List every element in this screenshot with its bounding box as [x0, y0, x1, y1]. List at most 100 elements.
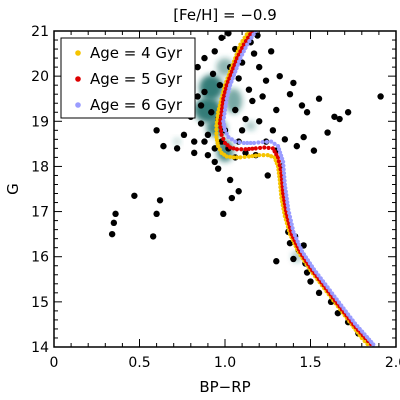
isochrone-point	[221, 96, 226, 101]
isochrone-point	[346, 312, 351, 317]
star-point	[267, 48, 275, 55]
isochrone-point	[233, 59, 238, 64]
star-point	[300, 133, 307, 141]
isochrone-point	[253, 146, 258, 151]
star-point	[256, 63, 263, 71]
density-clump	[173, 137, 181, 146]
isochrone-point	[348, 315, 353, 320]
isochrone-series	[221, 31, 376, 347]
star-point	[276, 72, 283, 80]
isochrone-point	[277, 163, 282, 168]
isochrone-point	[224, 96, 229, 101]
isochrone-point	[289, 222, 294, 227]
isochrone-point	[239, 147, 244, 152]
isochrone-point	[229, 69, 234, 74]
star-point	[269, 127, 277, 134]
star-point	[242, 115, 249, 123]
isochrone-point	[288, 218, 293, 223]
star-point	[220, 210, 227, 218]
star-point	[256, 118, 263, 125]
isochrone-point	[323, 282, 328, 287]
star-point	[315, 95, 323, 102]
isochrone-point	[227, 86, 232, 91]
star-point	[153, 127, 160, 134]
star-point	[160, 142, 167, 150]
isochrone-point	[332, 294, 337, 299]
isochrone-point	[246, 146, 252, 152]
star-point	[250, 50, 258, 57]
star-point	[298, 102, 306, 109]
star-point	[336, 115, 343, 123]
isochrone-point	[237, 140, 242, 145]
isochrone-point	[225, 93, 230, 98]
isochrone-point	[309, 264, 315, 269]
star-point	[238, 127, 246, 134]
isochrone-point	[220, 100, 225, 105]
isochrone-point	[278, 153, 284, 158]
isochrone-point	[299, 249, 305, 254]
isochrone-point	[235, 62, 240, 67]
y-axis: 14 15 16 17 18 19 20 21	[31, 24, 396, 356]
isochrone-point	[261, 153, 266, 158]
isochrone-point	[237, 45, 242, 51]
y-tick-label: 14	[31, 340, 49, 356]
isochrone-point	[282, 182, 287, 187]
chart-title: [Fe/H] = −0.9	[173, 6, 277, 24]
isochrone-point	[245, 42, 250, 47]
x-tick-label: 2.0	[385, 355, 400, 371]
star-point	[110, 219, 118, 227]
star-point	[173, 145, 181, 152]
isochrone-point	[256, 140, 261, 145]
x-tick-label: 0.5	[128, 355, 150, 371]
star-point	[344, 109, 352, 116]
star-point	[191, 138, 198, 145]
isochrone-point	[286, 207, 291, 212]
star-point	[180, 131, 188, 139]
star-point	[149, 233, 157, 240]
isochrones-layer	[214, 31, 376, 347]
isochrone-point	[222, 89, 228, 95]
isochrone-point	[222, 111, 227, 116]
star-point	[307, 278, 314, 285]
isochrone-point	[357, 326, 362, 332]
isochrone-point	[287, 210, 292, 216]
isochrone-point	[222, 128, 228, 133]
isochrone-point	[336, 300, 342, 305]
isochrone-point	[327, 288, 332, 293]
isochrone-point	[215, 113, 220, 118]
isochrone-point	[285, 200, 290, 205]
isochrone-point	[231, 146, 236, 151]
star-point	[191, 149, 198, 157]
isochrone-point	[253, 153, 258, 158]
legend-label: Age = 4 Gyr	[90, 44, 183, 62]
isochrone-point	[218, 125, 223, 130]
star-point	[310, 147, 318, 154]
isochrone-point	[231, 66, 236, 71]
isochrone-point	[298, 245, 303, 251]
isochrone-point	[219, 132, 224, 137]
y-tick-label: 15	[31, 295, 49, 311]
isochrone-point	[221, 115, 226, 120]
isochrone-point	[249, 35, 254, 40]
stars-layer	[108, 31, 384, 346]
star-point	[153, 210, 160, 218]
star-point	[281, 136, 289, 143]
star-point	[112, 210, 119, 218]
isochrone-point	[278, 167, 283, 172]
star-point	[264, 172, 271, 179]
isochrone-point	[218, 128, 224, 134]
isochrone-point	[360, 329, 365, 334]
isochrone-point	[275, 144, 281, 149]
isochrone-point	[311, 267, 317, 272]
y-axis-label: G	[4, 183, 22, 195]
isochrone-point	[227, 76, 232, 81]
isochrone-point	[283, 189, 288, 194]
star-point	[228, 194, 236, 202]
isochrone-point	[243, 45, 248, 51]
star-point	[235, 188, 242, 195]
isochrone-point	[307, 261, 313, 266]
star-point	[214, 165, 222, 172]
isochrone-point	[240, 52, 245, 57]
isochrone-point	[257, 145, 263, 151]
isochrone-point	[246, 154, 252, 159]
